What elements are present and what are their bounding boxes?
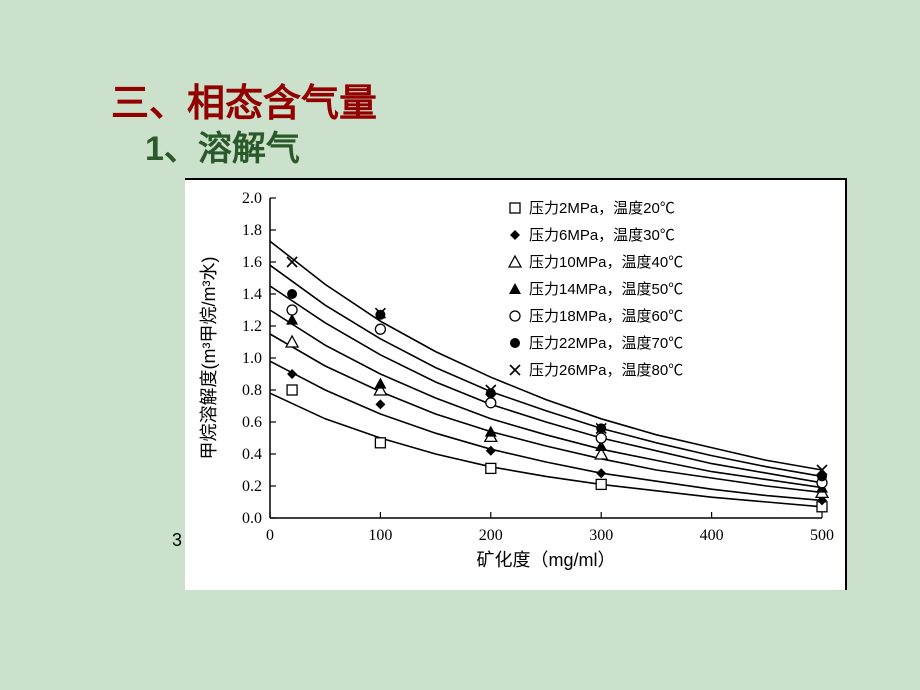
svg-text:1.4: 1.4	[242, 286, 262, 303]
svg-text:压力14MPa，温度50℃: 压力14MPa，温度50℃	[529, 281, 683, 298]
svg-text:压力6MPa，温度30℃: 压力6MPa，温度30℃	[529, 227, 675, 244]
svg-text:矿化度（mg/ml）: 矿化度（mg/ml）	[477, 550, 616, 570]
svg-text:1.6: 1.6	[242, 254, 262, 271]
svg-text:400: 400	[700, 527, 724, 544]
svg-text:0.8: 0.8	[242, 382, 262, 399]
svg-text:压力10MPa，温度40℃: 压力10MPa，温度40℃	[529, 254, 683, 271]
svg-text:100: 100	[368, 527, 392, 544]
heading-sub: 1、溶解气	[145, 121, 300, 170]
svg-text:0.0: 0.0	[242, 510, 262, 527]
svg-text:甲烷溶解度(m³甲烷/m³水): 甲烷溶解度(m³甲烷/m³水)	[199, 257, 219, 460]
svg-text:500: 500	[810, 527, 834, 544]
heading-main: 三、相态含气量	[111, 72, 377, 127]
svg-text:2.0: 2.0	[242, 190, 262, 207]
svg-text:压力26MPa，温度80℃: 压力26MPa，温度80℃	[529, 362, 683, 379]
solubility-chart: 0.0 0.2 0.4 0.6 0.8 1.0 1.2 1.4 1.6 1.8 2.0 0 100 200…	[185, 178, 847, 590]
svg-text:0.4: 0.4	[242, 446, 262, 463]
chart-svg: 0.0 0.2 0.4 0.6 0.8 1.0 1.2 1.4 1.6 1.8 2.0 0 100 200…	[185, 180, 845, 590]
svg-text:0.6: 0.6	[242, 414, 262, 431]
svg-text:压力22MPa，温度70℃: 压力22MPa，温度70℃	[529, 335, 683, 352]
svg-text:1.8: 1.8	[242, 222, 262, 239]
svg-text:300: 300	[589, 527, 613, 544]
svg-text:0.2: 0.2	[242, 478, 262, 495]
svg-text:200: 200	[479, 527, 503, 544]
footer-number: 3	[172, 530, 182, 551]
svg-text:1.2: 1.2	[242, 318, 262, 335]
svg-text:1.0: 1.0	[242, 350, 262, 367]
svg-text:0: 0	[266, 527, 274, 544]
svg-text:压力2MPa，温度20℃: 压力2MPa，温度20℃	[529, 200, 675, 217]
svg-text:压力18MPa，温度60℃: 压力18MPa，温度60℃	[529, 308, 683, 325]
